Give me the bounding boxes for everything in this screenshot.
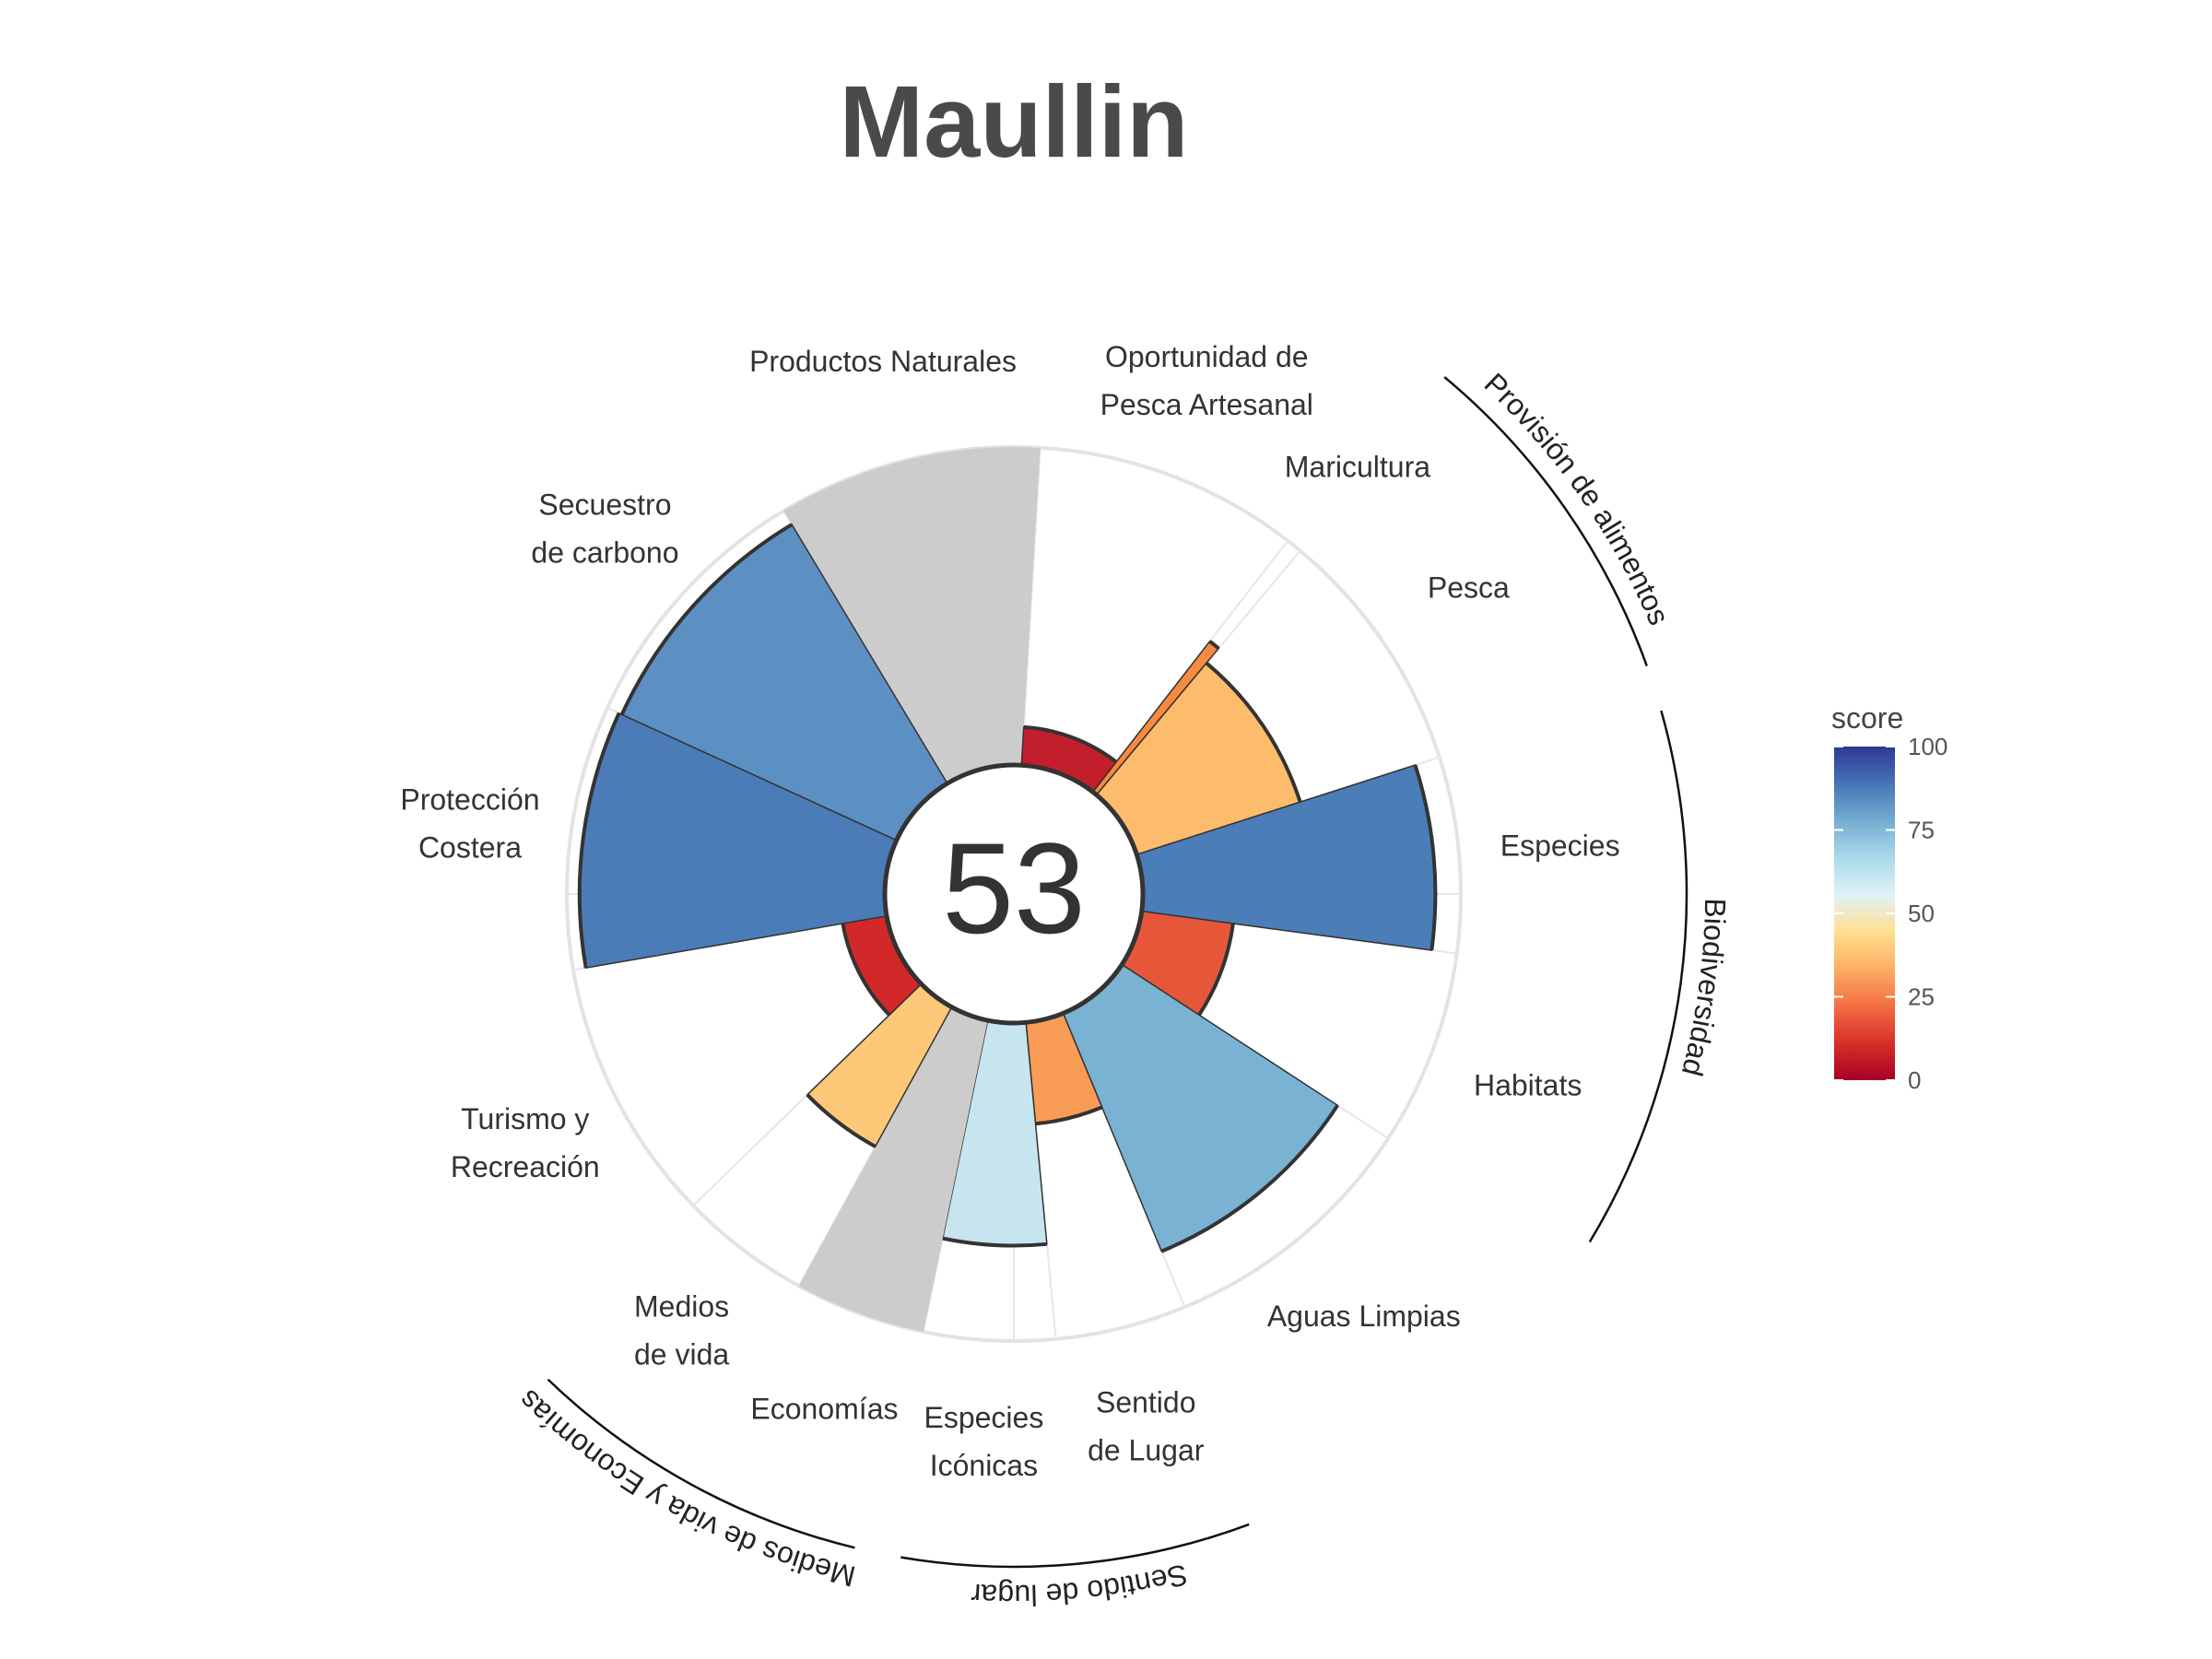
legend-tick-label: 25 [1908,983,1935,1011]
goal-label-7-line-1: de Lugar [1088,1434,1205,1467]
petal-outline-10 [806,1093,877,1148]
goal-label-13-line-0: Secuestro [538,488,671,521]
goal-label-0-line-0: Productos Naturales [749,345,1017,378]
goal-label-10-line-0: Medios [634,1289,729,1323]
legend-colorbar [1834,747,1895,1080]
group-arc-0 [1443,376,1648,666]
center-disc: 53 [882,762,1146,1026]
goal-label-3-line-0: Pesca [1428,571,1510,604]
petal-outline-1 [1023,724,1118,764]
petal-outline-3 [1205,661,1302,803]
center-circle [882,762,1146,1026]
group-arc-3 [547,1378,855,1549]
group-arc-2 [900,1523,1250,1569]
center-score: 53 [942,816,1086,960]
goal-label-1-line-1: Pesca Artesanal [1100,388,1313,421]
legend-tick-label: 0 [1908,1066,1921,1094]
goal-label-6-line-0: Aguas Limpias [1267,1300,1461,1333]
goal-label-1-line-0: Oportunidad de [1105,340,1309,373]
petal-outline-13 [619,523,794,716]
petal-outline-6 [1160,1104,1339,1253]
petal-outline-4 [1413,764,1438,951]
goal-label-12-line-0: Protección [400,782,539,816]
petal-outline-7 [1035,1105,1103,1126]
goal-label-8-line-1: Icónicas [930,1449,1038,1482]
goal-label-11-line-0: Turismo y [461,1102,589,1135]
legend-tick-label: 75 [1908,817,1935,844]
goal-label-10-line-1: de vida [634,1337,729,1371]
group-arc-1 [1588,710,1688,1243]
petal-outline-8 [942,1236,1048,1248]
goal-label-5-line-0: Habitats [1474,1068,1582,1101]
chart-title: Maullin [840,65,1189,179]
goal-label-12-line-1: Costera [418,830,522,864]
legend-tick-label: 50 [1908,900,1935,927]
goal-label-4-line-0: Especies [1500,829,1620,862]
goal-label-2-line-0: Maricultura [1285,450,1430,483]
goal-label-9-line-0: Economías [750,1392,898,1425]
goal-labels: Productos Naturales Oportunidad de Pesca A… [400,340,1619,1482]
petal-9 [798,1006,988,1332]
petals [577,447,1438,1332]
goal-label-8-line-0: Especies [924,1401,1043,1434]
petal-outline-5 [1197,923,1235,1017]
group-label-textpath-1: Biodiversidad [1676,898,1732,1079]
petal-outline-11 [841,923,891,1017]
petal-0 [783,447,1041,783]
score-legend: score 0 25 50 75 100 [1831,701,1947,1094]
legend-tick-label: 100 [1908,733,1947,760]
legend-title: score [1831,701,1903,735]
petal-outline-12 [577,712,621,969]
goal-label-13-line-1: de carbono [531,535,678,569]
goal-label-7-line-0: Sentido [1096,1386,1196,1419]
group-label-1: Biodiversidad [1676,898,1732,1079]
petal-outline-2 [1208,640,1220,651]
group-text-path [1277,347,1705,1533]
goal-label-11-line-1: Recreación [451,1150,600,1183]
